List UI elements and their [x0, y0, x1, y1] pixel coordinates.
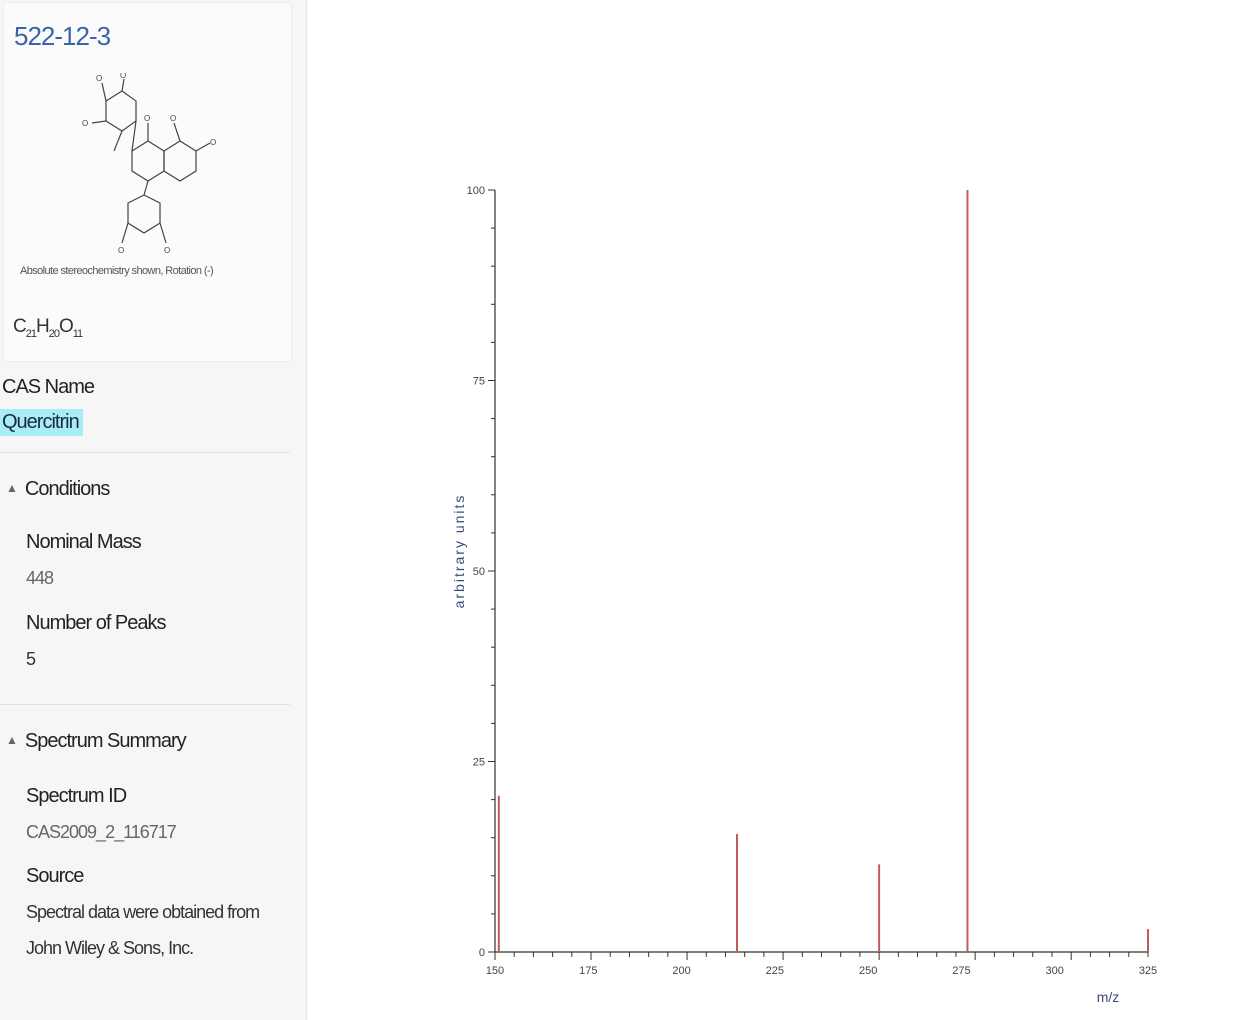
- chromone-ring: [131, 140, 165, 182]
- x-tick-label: 225: [766, 965, 784, 977]
- y-tick-label: 0: [479, 947, 485, 959]
- svg-text:O: O: [144, 114, 150, 123]
- x-axis-ticks: 150 175 200 225 250 275 300 325: [486, 952, 1157, 977]
- x-axis-label: m/z: [1097, 989, 1120, 1005]
- number-of-peaks-label: Number of Peaks: [26, 612, 167, 634]
- conditions-header: Conditions: [24, 478, 111, 500]
- benzo-ring: [163, 140, 197, 182]
- spectrum-id-label: Spectrum ID: [26, 785, 127, 807]
- molecular-formula: C21H20O11: [13, 316, 83, 340]
- caret-up-icon: ▲: [6, 481, 18, 495]
- svg-text:O: O: [120, 73, 126, 80]
- conditions-section-toggle[interactable]: ▲ Conditions: [6, 478, 111, 501]
- x-tick-label: 300: [1046, 965, 1064, 977]
- source-line-1: Spectral data were obtained from: [26, 902, 260, 922]
- x-tick-label: 250: [859, 965, 877, 977]
- nominal-mass-label: Nominal Mass: [26, 531, 142, 553]
- mass-spectrum-chart: 0 25 50 75 100 150 175 200 225 250 275 300 325 arbi…: [451, 185, 1157, 1005]
- sugar-ring: [105, 90, 137, 132]
- source-line-2: John Wiley & Sons, Inc.: [26, 938, 194, 958]
- formula-h-count: 20: [48, 327, 60, 340]
- cas-number-link[interactable]: 522-12-3: [14, 21, 111, 51]
- svg-text:O: O: [96, 74, 102, 83]
- spectrum-summary-header: Spectrum Summary: [24, 730, 187, 752]
- details-sidebar: 522-12-3 O O O O O O: [0, 0, 307, 1020]
- y-tick-label: 75: [473, 376, 485, 388]
- y-tick-label: 50: [473, 566, 485, 578]
- y-tick-label: 100: [467, 185, 485, 197]
- svg-text:O: O: [118, 246, 124, 255]
- formula-o-count: 11: [72, 327, 83, 340]
- spectrum-summary-section-toggle[interactable]: ▲ Spectrum Summary: [6, 730, 187, 753]
- source-label: Source: [26, 865, 84, 887]
- x-tick-label: 325: [1139, 965, 1157, 977]
- divider: [0, 452, 290, 453]
- number-of-peaks-value: 5: [26, 649, 36, 669]
- svg-text:O: O: [164, 246, 170, 255]
- cas-name-label: CAS Name: [2, 376, 95, 398]
- nominal-mass-value: 448: [26, 568, 54, 588]
- structure-diagram: O O O O O O O O: [82, 73, 216, 255]
- x-tick-label: 175: [579, 965, 597, 977]
- catechol-ring: [127, 194, 161, 234]
- peak-group: [497, 190, 1149, 952]
- svg-text:O: O: [210, 138, 216, 147]
- caret-up-icon: ▲: [6, 733, 18, 747]
- x-tick-label: 200: [672, 965, 690, 977]
- y-axis-ticks: 0 25 50 75 100: [467, 185, 495, 959]
- formula-c-count: 21: [25, 327, 37, 340]
- y-axis-label: arbitrary units: [451, 494, 467, 609]
- y-tick-label: 25: [473, 757, 485, 769]
- cas-name-value: Quercitrin: [0, 409, 83, 436]
- divider: [0, 704, 290, 705]
- svg-text:O: O: [82, 119, 88, 128]
- svg-text:O: O: [170, 114, 176, 123]
- stereochemistry-note: Absolute stereochemistry shown, Rotation…: [20, 265, 214, 277]
- spectrum-id-value: CAS2009_2_116717: [26, 822, 177, 842]
- x-tick-label: 275: [952, 965, 970, 977]
- x-tick-label: 150: [486, 965, 504, 977]
- substance-card: 522-12-3 O O O O O O: [3, 2, 292, 362]
